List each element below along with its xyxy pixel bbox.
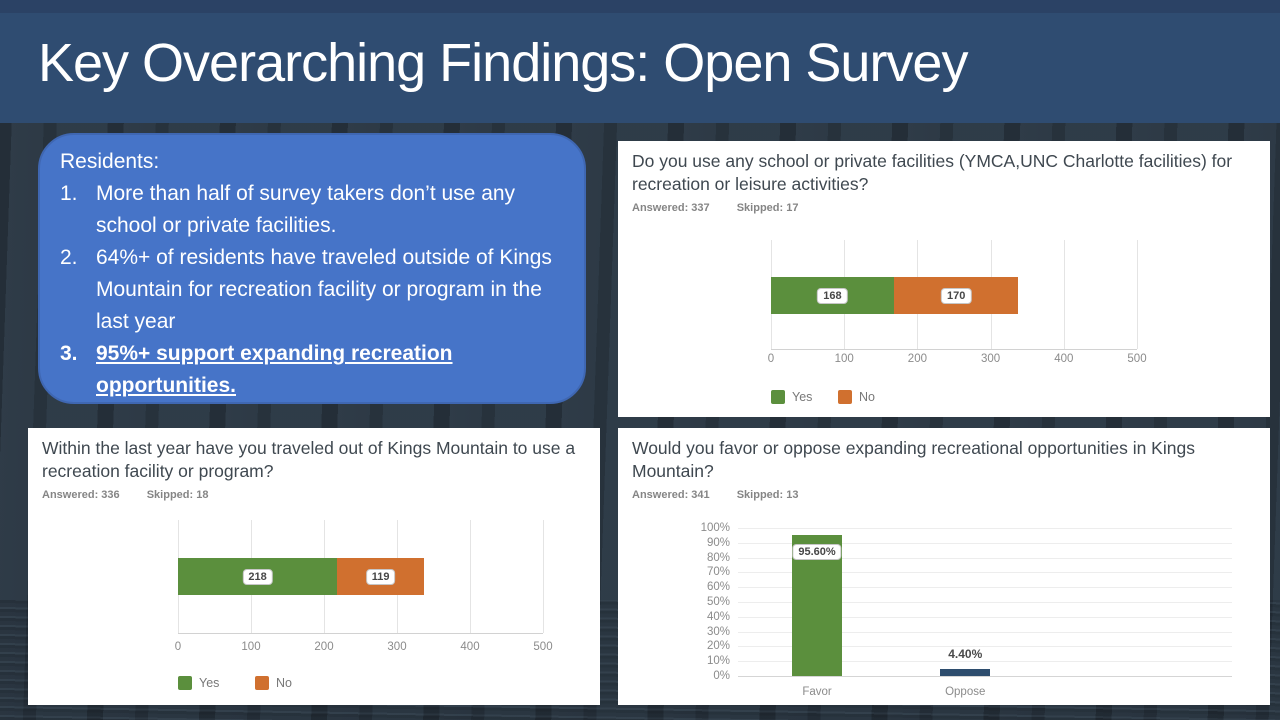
list-number: 1. [60, 182, 78, 205]
callout-item-3: 3. 95%+ support expanding recreation opp… [60, 338, 566, 402]
bar-value-label: 218 [242, 568, 273, 585]
skipped-count: Skipped: 13 [736, 489, 799, 501]
x-tick-label: 300 [387, 641, 407, 653]
y-tick-label: 70% [706, 566, 730, 579]
x-tick-label: 400 [460, 641, 480, 653]
survey-chart-panel-traveled: Within the last year have you traveled o… [28, 428, 600, 705]
x-tick-label: 0 [174, 641, 182, 653]
survey-chart-panel-facilities: Do you use any school or private facilit… [618, 141, 1270, 417]
gridline [738, 631, 1232, 633]
y-tick-label: 20% [706, 640, 730, 653]
question-title: Do you use any school or private facilit… [632, 151, 1233, 195]
gridline [543, 520, 544, 633]
y-tick-label: 80% [706, 551, 730, 564]
legend-item-yes: Yes [178, 676, 219, 690]
x-tick-label: 100 [834, 353, 854, 365]
x-axis-line [178, 633, 543, 634]
gridline [738, 528, 1232, 529]
gridline [738, 572, 1232, 574]
response-stats: Answered: 337 Skipped: 17 [632, 202, 798, 214]
answered-count: Answered: 336 [42, 489, 120, 501]
gridline [738, 602, 1232, 603]
x-tick-label: 100 [241, 641, 261, 653]
y-tick-label: 60% [706, 581, 730, 594]
x-tick-label: 300 [981, 353, 1001, 365]
gridline [738, 676, 1232, 677]
gridline [738, 542, 1232, 544]
list-text: 64%+ of residents have traveled outside … [96, 246, 552, 333]
answered-count: Answered: 341 [632, 489, 710, 501]
y-tick-label: 50% [706, 596, 730, 608]
gridline [738, 661, 1232, 663]
skipped-count: Skipped: 18 [146, 489, 209, 501]
legend-label: Yes [792, 390, 813, 404]
x-axis-line [771, 349, 1137, 350]
x-tick-label: 500 [1127, 353, 1147, 365]
y-tick-label: 10% [706, 655, 730, 668]
gridline [738, 587, 1232, 589]
response-stats: Answered: 336 Skipped: 18 [42, 489, 208, 501]
x-tick-label: 200 [907, 353, 927, 365]
y-tick-label: 0% [713, 670, 730, 682]
bar-oppose [940, 669, 991, 676]
x-tick-label: 200 [314, 641, 334, 653]
legend-swatch-yes [178, 676, 192, 690]
legend-label: No [859, 390, 875, 404]
callout-item-2: 2. 64%+ of residents have traveled outsi… [60, 242, 566, 338]
chart-plot-area: 0 100 200 300 400 500 218 119 Yes No [28, 428, 600, 705]
legend-label: Yes [199, 676, 220, 690]
x-tick-label: 500 [533, 641, 553, 653]
question-title: Would you favor or oppose expanding recr… [632, 438, 1195, 482]
callout-heading: Residents: [60, 150, 160, 173]
slide-title: Key Overarching Findings: Open Survey [38, 33, 968, 93]
legend-item-yes: Yes [771, 390, 812, 404]
legend-swatch-no [838, 390, 852, 404]
legend-label: No [276, 676, 292, 690]
gridline [738, 616, 1232, 618]
list-text: 95%+ support expanding recreation opport… [96, 342, 453, 397]
chart-plot-area: 0 100 200 300 400 500 168 170 Yes No [618, 141, 1270, 417]
y-tick-label: 30% [706, 625, 730, 638]
list-number: 3. [60, 342, 78, 365]
answered-count: Answered: 337 [632, 202, 710, 214]
gridline [470, 520, 471, 633]
callout-item-1: 1. More than half of survey takers don’t… [60, 178, 566, 242]
chart-plot-area: 100% 90% 80% 70% 60% 50% 40% 30% 20% 10% 0% 95.60% F… [618, 428, 1270, 705]
gridline [738, 557, 1232, 559]
category-label-oppose: Oppose [945, 686, 986, 698]
slide-header-banner: Key Overarching Findings: Open Survey [0, 0, 1280, 123]
list-number: 2. [60, 246, 78, 269]
legend-swatch-no [255, 676, 269, 690]
survey-chart-panel-favor-oppose: Would you favor or oppose expanding recr… [618, 428, 1270, 705]
gridline [1063, 240, 1065, 349]
bar-value-label: 95.60% [792, 543, 842, 560]
gridline [1137, 240, 1138, 349]
response-stats: Answered: 341 Skipped: 13 [632, 489, 798, 501]
x-tick-label: 400 [1054, 353, 1074, 365]
x-tick-label: 0 [767, 353, 775, 365]
bar-value-label: 170 [941, 287, 972, 304]
key-findings-callout: Residents: 1. More than half of survey t… [38, 133, 586, 404]
legend-item-no: No [255, 676, 292, 690]
legend-item-no: No [838, 390, 875, 404]
category-label-favor: Favor [802, 686, 832, 698]
skipped-count: Skipped: 17 [736, 202, 799, 214]
y-tick-label: 100% [700, 522, 730, 534]
bar-value-label: 119 [365, 568, 396, 585]
gridline [738, 646, 1232, 648]
legend-swatch-yes [771, 390, 785, 404]
question-title: Within the last year have you traveled o… [42, 438, 576, 482]
bar-value-label: 168 [817, 287, 848, 304]
y-tick-label: 40% [706, 610, 730, 623]
y-tick-label: 90% [706, 536, 730, 549]
list-text: More than half of survey takers don’t us… [96, 182, 516, 237]
bar-value-label: 4.40% [948, 647, 983, 662]
